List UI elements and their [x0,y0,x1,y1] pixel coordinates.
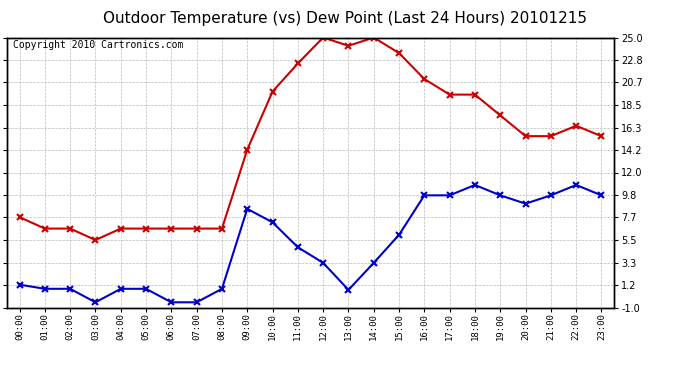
Text: Outdoor Temperature (vs) Dew Point (Last 24 Hours) 20101215: Outdoor Temperature (vs) Dew Point (Last… [103,11,587,26]
Text: Copyright 2010 Cartronics.com: Copyright 2010 Cartronics.com [13,40,184,50]
